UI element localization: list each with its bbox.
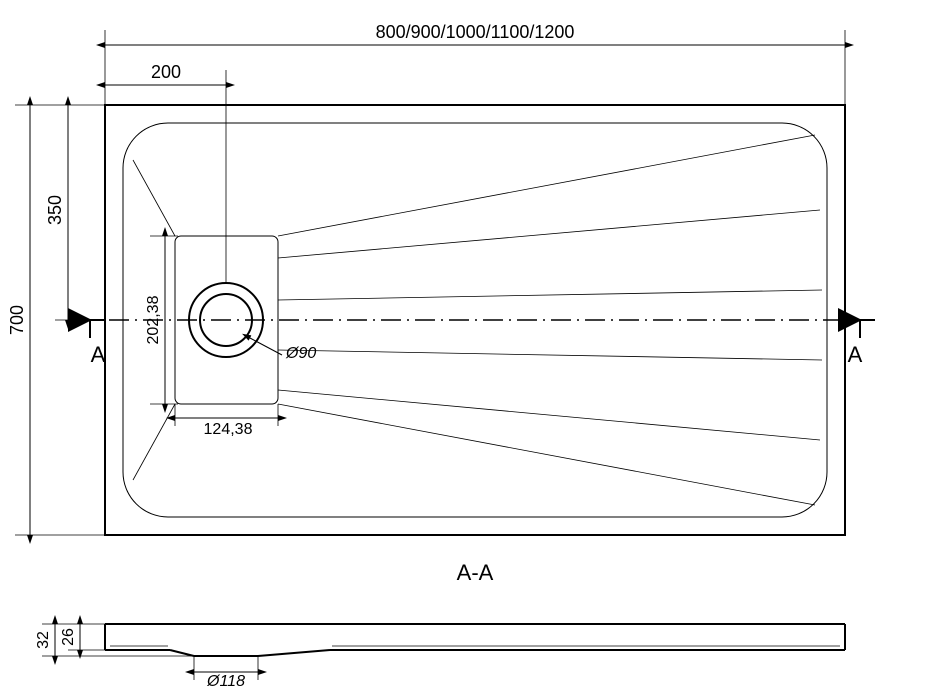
plan-view [75, 105, 875, 535]
drain-rays [133, 135, 822, 505]
dim-left-350: 350 [45, 105, 105, 320]
dim-side-32: 32 [35, 624, 194, 656]
section-view [105, 624, 845, 656]
section-mark-right [845, 320, 875, 338]
dim-top-overall: 800/900/1000/1100/1200 [105, 22, 845, 105]
dim-left-700-text: 700 [7, 305, 27, 335]
dim-diam-118: Ø118 [194, 656, 258, 686]
dimensions: 800/900/1000/1100/1200 200 700 350 202,3… [7, 22, 863, 686]
dim-diam-90-text: Ø90 [285, 345, 316, 362]
section-label-right-A: A [848, 342, 863, 367]
dim-top-200-text: 200 [151, 62, 181, 82]
dim-diam-118-text: Ø118 [206, 673, 245, 686]
dim-drain-20238-text: 202,38 [145, 295, 162, 344]
dim-top-overall-text: 800/900/1000/1100/1200 [376, 22, 575, 42]
dim-left-350-text: 350 [45, 195, 65, 225]
dim-side-26: 26 [60, 624, 105, 650]
dim-drain-20238: 202,38 [145, 236, 178, 404]
dim-side-26-text: 26 [60, 628, 77, 646]
section-title-AA: A-A [457, 560, 494, 585]
dim-drain-12438: 124,38 [175, 404, 278, 438]
section-mark-left [75, 320, 105, 338]
dim-drain-12438-text: 124,38 [204, 421, 253, 438]
dim-side-32-text: 32 [35, 631, 52, 649]
section-label-left-A: A [91, 342, 106, 367]
